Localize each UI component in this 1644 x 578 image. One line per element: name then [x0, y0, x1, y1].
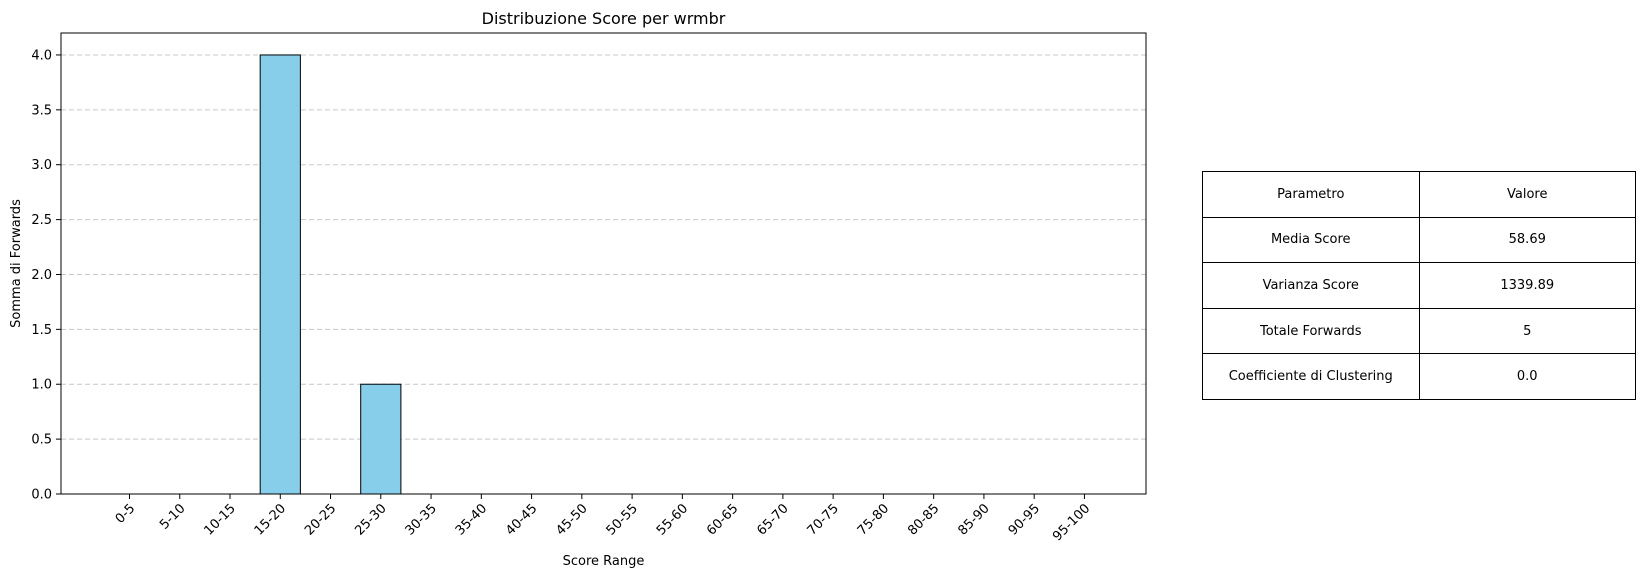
chart-title: Distribuzione Score per wrmbr [482, 9, 726, 28]
table-cell-param: Varianza Score [1202, 262, 1420, 309]
x-tick-label: 5-10 [157, 501, 188, 532]
x-tick-label: 65-70 [754, 501, 791, 538]
plot-frame [60, 32, 1147, 495]
x-tick-label: 70-75 [805, 501, 842, 538]
x-tick-label: 55-60 [654, 501, 691, 538]
table-cell-value: 1339.89 [1418, 262, 1636, 309]
bars [259, 54, 402, 495]
x-tick-label: 0-5 [113, 501, 139, 527]
x-tick-label: 90-95 [1006, 501, 1043, 538]
y-tick-label: 1.0 [31, 378, 52, 393]
table-header-row: Parametro Valore [1202, 171, 1636, 218]
x-axis-label: Score Range [563, 554, 645, 569]
y-tick-label: 0.5 [31, 433, 52, 448]
grid-lines [61, 54, 1146, 440]
x-tick-label: 20-25 [302, 501, 339, 538]
bar-15-20 [259, 54, 301, 495]
y-axis-ticks: 0.0 0.5 1.0 1.5 2.0 2.5 3.0 3.5 4.0 [31, 48, 61, 503]
y-axis-label: Somma di Forwards [9, 199, 24, 328]
table-cell-value: 0.0 [1418, 353, 1636, 400]
x-tick-label: 35-40 [453, 501, 490, 538]
table-row: Media Score 58.69 [1202, 216, 1636, 264]
table-cell-value: 58.69 [1418, 216, 1636, 264]
y-tick-label: 2.0 [31, 268, 52, 283]
y-tick-label: 1.5 [31, 323, 52, 338]
x-tick-label: 15-20 [252, 501, 289, 538]
table-cell-param: Totale Forwards [1202, 307, 1420, 355]
table-row: Varianza Score 1339.89 [1202, 262, 1636, 309]
x-tick-label: 85-90 [955, 501, 992, 538]
table-cell-value: 5 [1418, 307, 1636, 355]
table-header-value: Valore [1418, 171, 1636, 218]
table-row: Totale Forwards 5 [1202, 307, 1636, 355]
x-tick-label: 80-85 [905, 501, 942, 538]
x-tick-label: 75-80 [855, 501, 892, 538]
stats-table: Parametro Valore Media Score 58.69 Varia… [1202, 171, 1636, 400]
y-tick-label: 0.0 [31, 488, 52, 503]
x-tick-label: 95-100 [1050, 501, 1093, 544]
x-tick-label: 25-30 [352, 501, 389, 538]
y-tick-label: 2.5 [31, 213, 52, 228]
table-header-param: Parametro [1202, 171, 1420, 218]
y-tick-label: 4.0 [31, 48, 52, 63]
y-tick-label: 3.0 [31, 158, 52, 173]
table-row: Coefficiente di Clustering 0.0 [1202, 353, 1636, 400]
bar-25-30 [360, 383, 402, 495]
x-tick-label: 45-50 [553, 501, 590, 538]
y-tick-label: 3.5 [31, 103, 52, 118]
x-tick-label: 30-35 [403, 501, 440, 538]
x-tick-label: 50-55 [604, 501, 641, 538]
x-tick-label: 60-65 [704, 501, 741, 538]
table-cell-param: Media Score [1202, 216, 1420, 264]
table-cell-param: Coefficiente di Clustering [1202, 353, 1420, 400]
x-axis-ticks: 0-5 5-10 10-15 15-20 20-25 25-30 30-35 35-40 40-… [113, 494, 1093, 544]
x-tick-label: 10-15 [202, 501, 239, 538]
x-tick-label: 40-45 [503, 501, 540, 538]
